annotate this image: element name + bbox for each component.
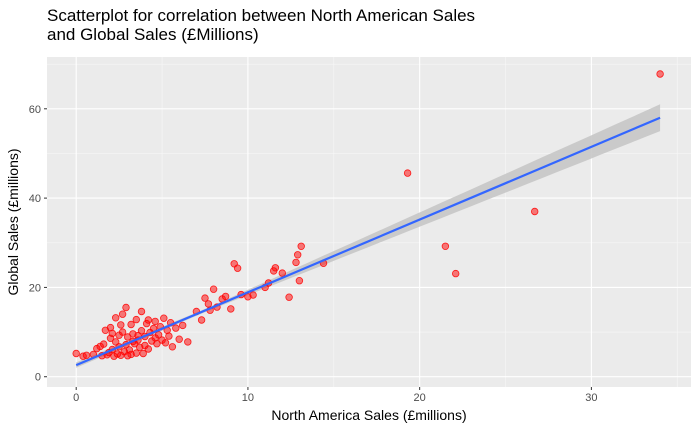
data-point — [294, 251, 302, 259]
data-point — [178, 321, 187, 330]
regression-line — [75, 116, 661, 367]
data-point — [82, 351, 91, 359]
trend-line — [75, 116, 661, 367]
data-point — [122, 303, 130, 312]
data-point — [168, 343, 177, 351]
y-tick-label: 40 — [29, 193, 41, 205]
data-point — [108, 329, 116, 338]
data-point — [144, 316, 152, 324]
data-point — [127, 320, 135, 329]
x-tick-label: 20 — [414, 392, 426, 404]
data-point — [233, 264, 242, 272]
data-point — [204, 300, 213, 308]
x-tick-label: 0 — [73, 392, 79, 404]
x-tick-label: 10 — [242, 392, 254, 404]
major-gridlines — [47, 57, 691, 387]
data-point — [285, 293, 293, 301]
chart-title: Scatterplot for correlation between Nort… — [47, 6, 476, 44]
data-point — [209, 285, 218, 293]
data-point — [144, 345, 152, 353]
data-point — [271, 264, 280, 272]
data-point — [172, 324, 180, 332]
data-point — [72, 349, 80, 358]
data-point — [151, 334, 159, 342]
axis-ticks — [44, 108, 592, 390]
data-point — [184, 338, 192, 346]
y-tick-label: 60 — [29, 104, 41, 116]
data-point — [132, 315, 140, 324]
data-point — [111, 314, 120, 322]
data-point — [151, 317, 159, 326]
data-point — [295, 277, 304, 285]
data-point — [278, 269, 286, 277]
data-point — [117, 321, 125, 329]
data-point — [656, 70, 664, 78]
data-point — [99, 340, 108, 348]
data-point — [249, 291, 257, 299]
data-point — [118, 310, 127, 318]
data-point — [201, 294, 209, 302]
data-point — [297, 242, 305, 250]
data-point — [403, 169, 412, 177]
y-tick-label: 0 — [35, 372, 41, 384]
data-point — [292, 258, 300, 267]
data-point — [175, 335, 183, 343]
data-point — [137, 307, 146, 316]
data-point — [227, 305, 235, 313]
data-point — [139, 349, 147, 358]
data-point — [137, 327, 146, 335]
x-axis-title: North America Sales (£millions) — [271, 407, 466, 423]
data-point — [160, 314, 168, 322]
data-point — [531, 207, 539, 216]
tick-labels: 0 10 20 30 0 20 40 60 — [29, 104, 598, 404]
y-axis-title: Global Sales (£millions) — [5, 148, 21, 295]
data-point — [161, 339, 170, 347]
x-tick-label: 30 — [585, 392, 597, 404]
data-point — [441, 242, 450, 250]
y-tick-label: 20 — [29, 282, 41, 294]
scatter-points — [72, 70, 664, 360]
data-point — [165, 332, 173, 340]
data-point — [118, 328, 127, 336]
data-point — [197, 316, 206, 324]
data-point — [221, 292, 230, 301]
data-point — [452, 269, 460, 278]
